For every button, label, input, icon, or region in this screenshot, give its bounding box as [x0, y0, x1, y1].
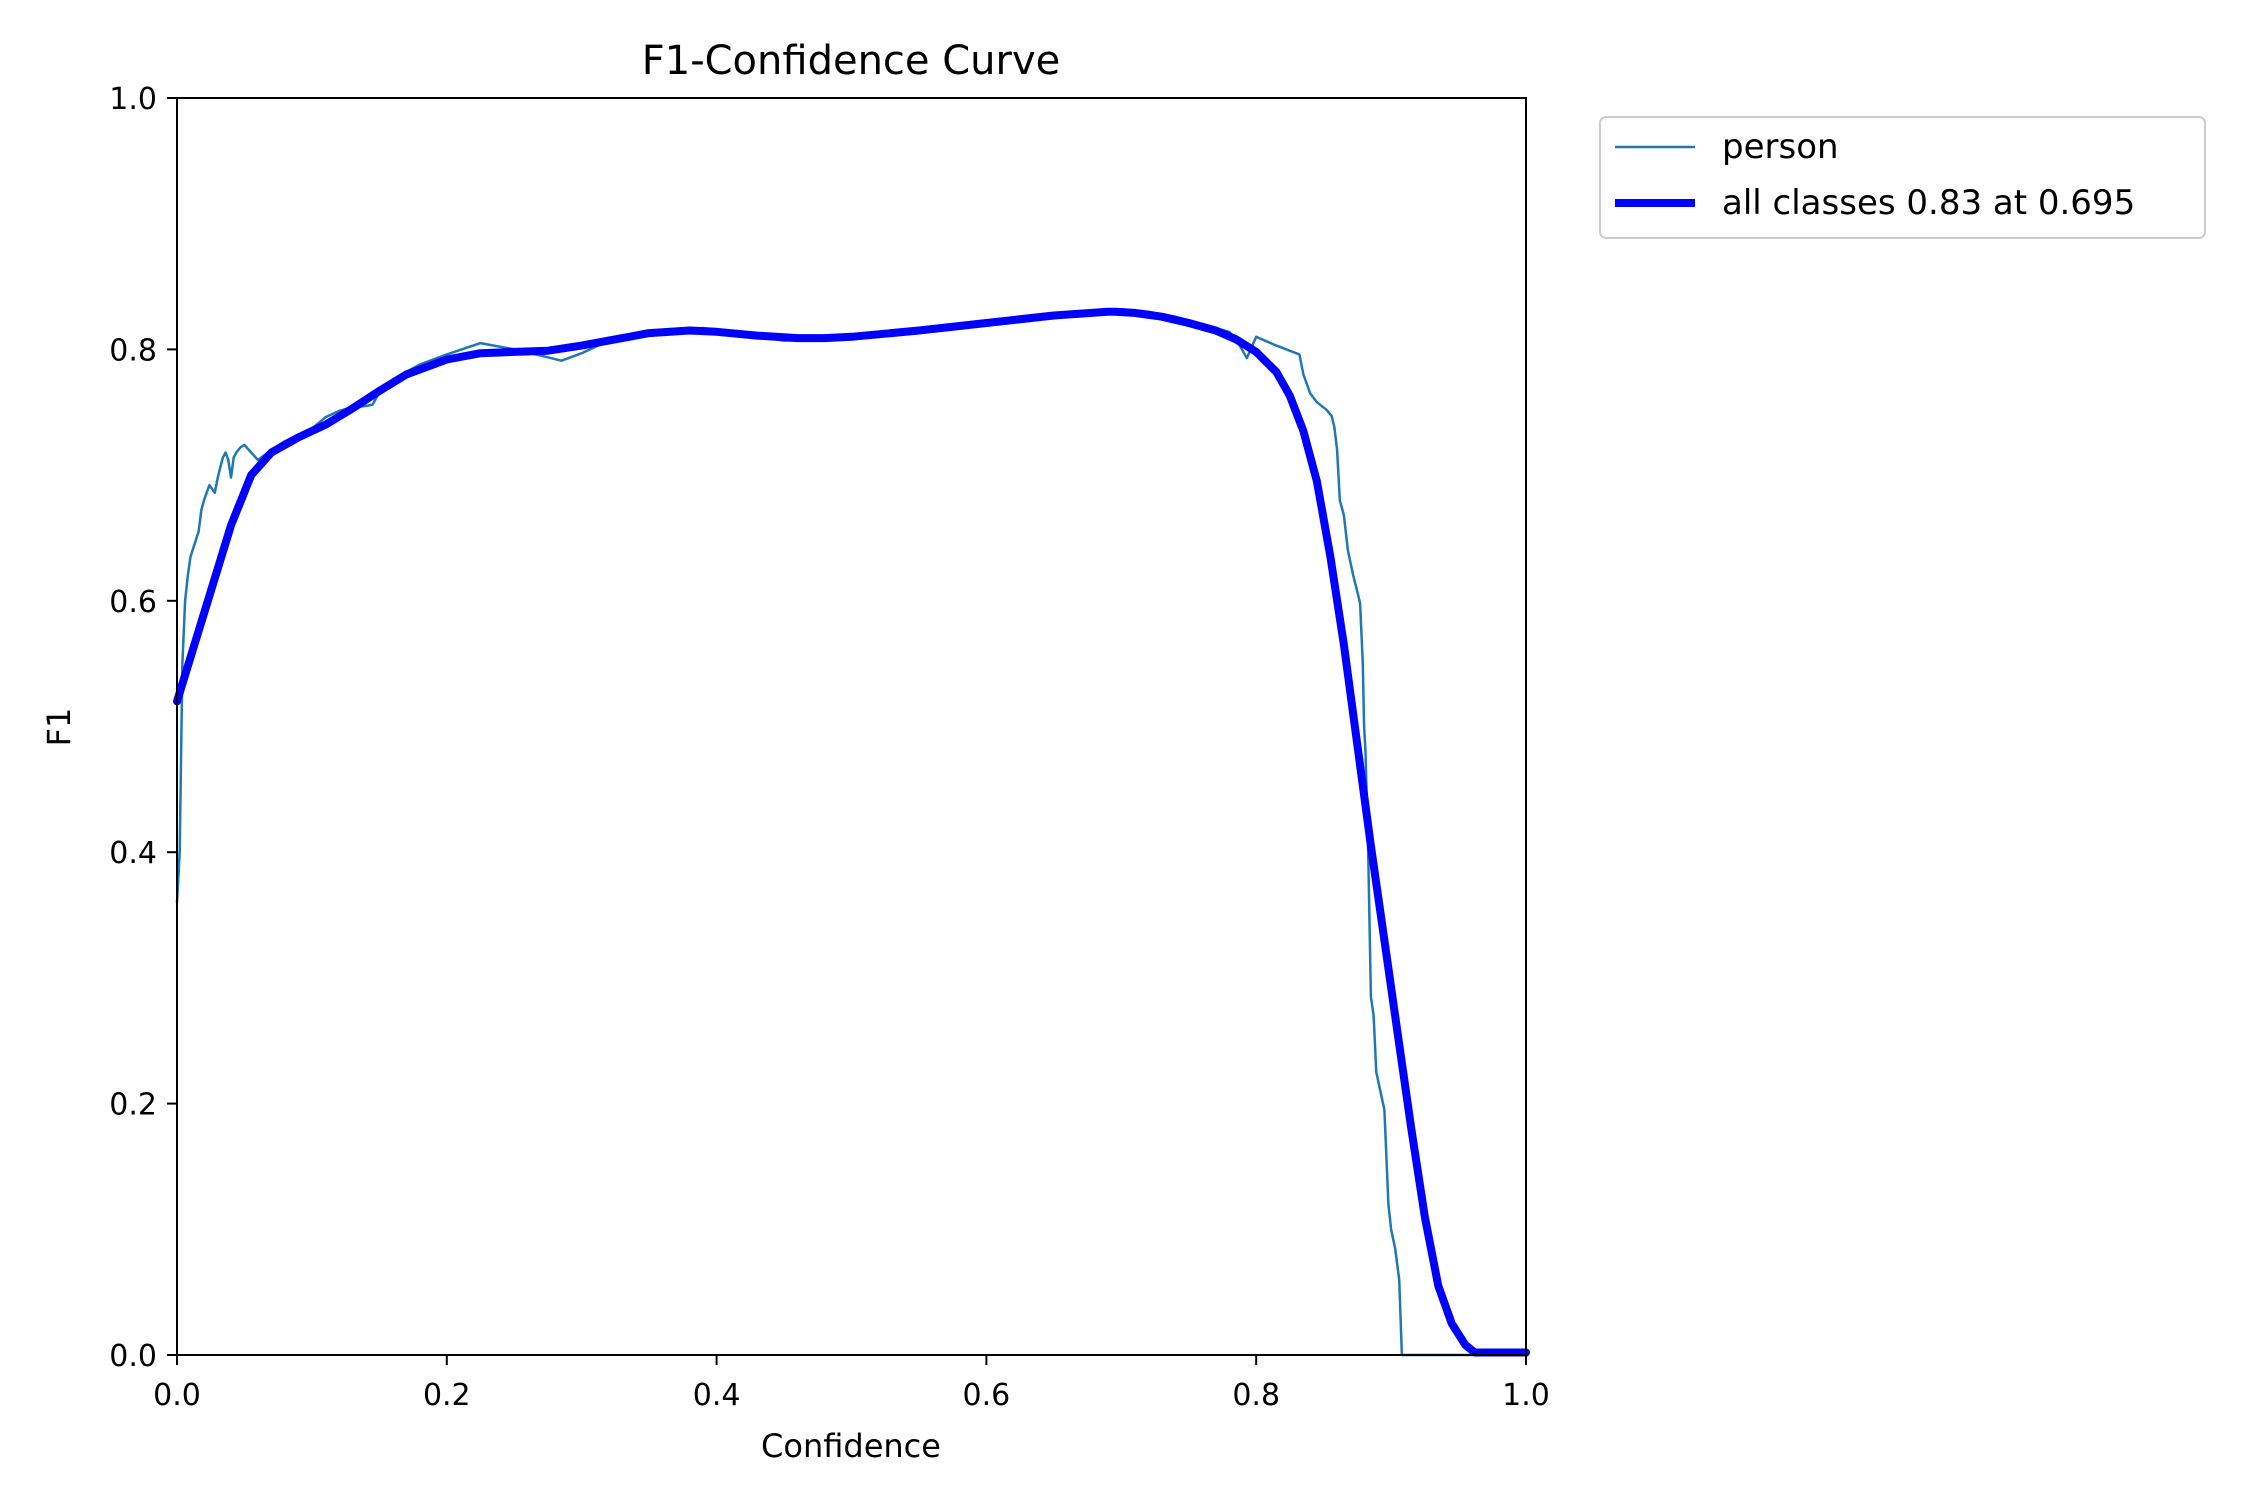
x-tick-label: 1.0	[1502, 1378, 1550, 1413]
y-tick-label: 0.0	[109, 1339, 157, 1374]
y-tick-label: 0.6	[109, 585, 157, 620]
chart-title: F1-Confidence Curve	[642, 38, 1061, 84]
x-axis-ticks: 0.0 0.2 0.4 0.6 0.8 1.0	[153, 1355, 1550, 1413]
y-axis-label: F1	[40, 708, 78, 747]
legend-label-person: person	[1722, 127, 1839, 167]
y-tick-label: 0.2	[109, 1088, 157, 1123]
legend-box	[1599, 116, 2206, 239]
legend-label-all-classes: all classes 0.83 at 0.695	[1722, 183, 2135, 223]
y-axis-ticks: 0.0 0.2 0.4 0.6 0.8 1.0	[109, 82, 177, 1374]
y-tick-label: 1.0	[109, 82, 157, 117]
x-tick-label: 0.2	[423, 1378, 471, 1413]
x-tick-label: 0.8	[1232, 1378, 1280, 1413]
x-tick-label: 0.6	[963, 1378, 1011, 1413]
y-tick-label: 0.4	[109, 836, 157, 871]
series-line-all-classes	[173, 307, 1530, 1357]
x-tick-label: 0.0	[153, 1378, 201, 1413]
y-tick-label: 0.8	[109, 333, 157, 368]
plot-frame	[176, 97, 1527, 1356]
series-layer	[173, 307, 1530, 1357]
legend: person all classes 0.83 at 0.695	[1599, 116, 2206, 239]
x-axis-label: Confidence	[761, 1427, 941, 1465]
x-tick-label: 0.4	[693, 1378, 741, 1413]
